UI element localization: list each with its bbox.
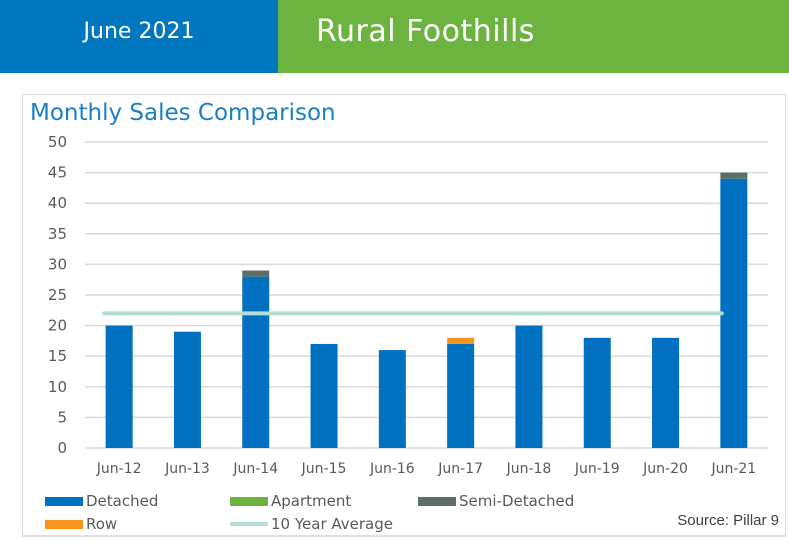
source-note: Source: Pillar 9	[677, 512, 779, 529]
region-title: Rural Foothills	[316, 14, 535, 49]
y-tick-label: 50	[48, 133, 67, 151]
y-tick-label: 5	[57, 408, 67, 426]
y-tick-label: 15	[48, 347, 67, 365]
bar-detached-jun-20	[652, 337, 680, 448]
legend-label: Row	[86, 515, 118, 533]
legend-swatch-apartment	[230, 496, 268, 506]
bars	[105, 172, 748, 448]
legend-label: Detached	[86, 492, 159, 510]
y-axis-ticks: 0 5 10 15 20 25 30 35 40 45 50	[48, 133, 67, 457]
bar-semi-detached-jun-14	[242, 270, 270, 277]
x-tick-label: Jun-21	[710, 461, 756, 477]
x-tick-label: Jun-14	[232, 461, 278, 477]
x-tick-label: Jun-15	[301, 461, 347, 477]
bar-detached-jun-14	[242, 276, 270, 448]
x-tick-label: Jun-20	[642, 461, 688, 477]
legend-swatch-average	[230, 522, 268, 526]
report-date: June 2021	[83, 19, 195, 44]
x-tick-label: Jun-18	[506, 461, 552, 477]
x-tick-label: Jun-12	[96, 461, 142, 477]
y-tick-label: 10	[48, 378, 67, 396]
bar-row-jun-17	[447, 337, 475, 344]
x-tick-label: Jun-17	[437, 461, 483, 477]
x-tick-label: Jun-19	[574, 461, 620, 477]
chart-title: Monthly Sales Comparison	[30, 100, 336, 126]
x-axis-ticks: Jun-12 Jun-13 Jun-14 Jun-15 Jun-16 Jun-17 Jun-…	[96, 461, 756, 477]
bar-detached-jun-12	[105, 325, 133, 448]
x-tick-label: Jun-16	[369, 461, 415, 477]
bar-detached-jun-21	[720, 178, 748, 448]
legend-item-10-year-average: 10 Year Average	[230, 515, 393, 533]
header-date-banner: June 2021	[0, 0, 278, 73]
y-tick-label: 25	[48, 286, 67, 304]
bar-detached-jun-19	[583, 337, 611, 448]
bar-detached-jun-16	[378, 350, 406, 448]
legend-swatch-row	[45, 519, 83, 529]
bar-detached-jun-15	[310, 343, 338, 448]
legend-swatch-semi-detached	[418, 496, 456, 506]
x-tick-label: Jun-13	[164, 461, 210, 477]
y-tick-label: 35	[48, 225, 67, 243]
bar-detached-jun-13	[173, 331, 201, 448]
legend-item-semi-detached: Semi-Detached	[418, 492, 574, 510]
y-tick-label: 20	[48, 317, 67, 335]
y-tick-label: 45	[48, 164, 67, 182]
legend-item-apartment: Apartment	[230, 492, 351, 510]
legend-item-detached: Detached	[45, 492, 158, 510]
legend-label: Semi-Detached	[459, 492, 575, 510]
bar-detached-jun-17	[447, 343, 475, 448]
y-tick-label: 30	[48, 255, 67, 273]
legend-swatch-detached	[45, 496, 83, 506]
y-tick-label: 40	[48, 194, 67, 212]
bar-semi-detached-jun-21	[720, 172, 748, 179]
header-title-banner	[278, 0, 789, 73]
chart-panel	[22, 94, 786, 537]
legend-label: Apartment	[271, 492, 352, 510]
y-tick-label: 0	[57, 439, 67, 457]
legend-item-row: Row	[45, 515, 117, 533]
bar-detached-jun-18	[515, 325, 543, 448]
legend-label: 10 Year Average	[271, 515, 393, 533]
